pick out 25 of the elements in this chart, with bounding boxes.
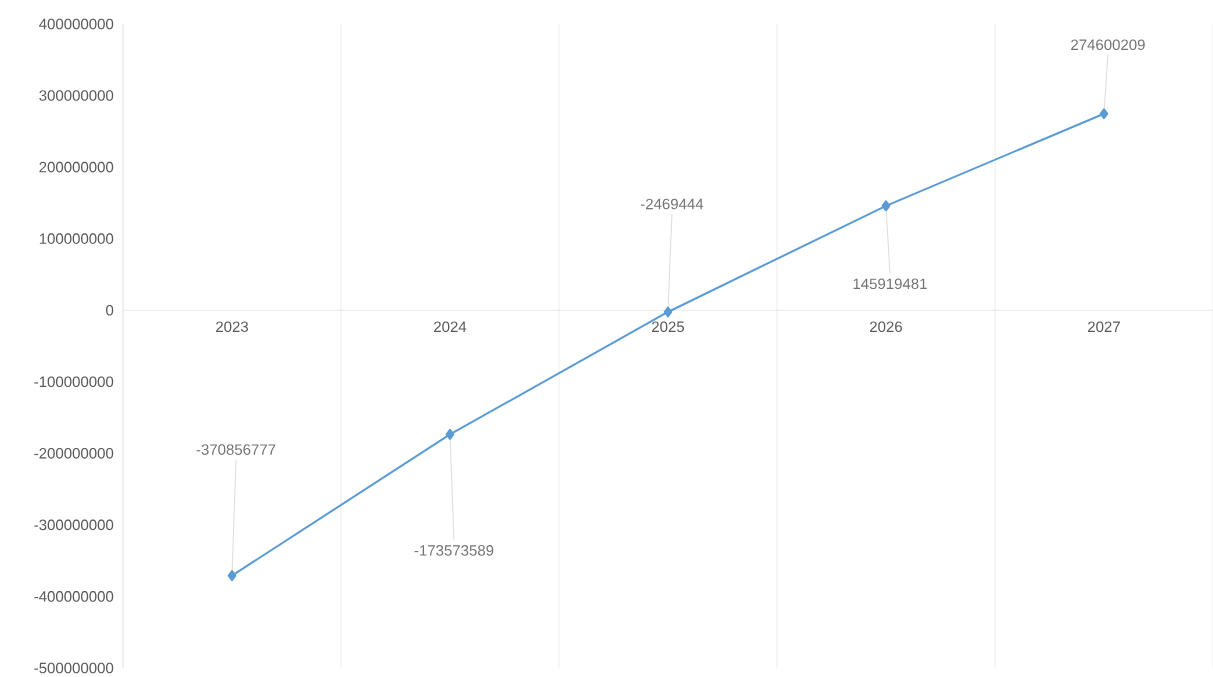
data-label: -2469444 (640, 198, 704, 210)
point (1099, 108, 1109, 120)
x-tick-label: 2023 (216, 321, 249, 333)
y-tick-label: -200000000 (34, 448, 114, 459)
data-label: -173573589 (414, 545, 494, 556)
y-tick-label: -400000000 (34, 591, 114, 602)
y-tick-label: -300000000 (34, 519, 114, 531)
y-tick-label: -100000000 (34, 376, 114, 388)
data-label: -370856777 (196, 444, 276, 455)
x-tick-label: 2027 (1088, 321, 1120, 333)
y-tick-label: 0 (106, 304, 114, 316)
x-tick-label: 2025 (652, 321, 685, 333)
point (881, 200, 891, 212)
data-label: 145919481 (853, 278, 927, 290)
data-label: 274600209 (1071, 39, 1145, 51)
point (445, 428, 455, 440)
y-tick-label: 200000000 (39, 161, 114, 173)
point (227, 570, 237, 582)
x-tick-label: 2026 (870, 321, 902, 333)
point (663, 306, 673, 318)
y-tick-label: 300000000 (39, 90, 114, 101)
y-tick-label: 100000000 (39, 233, 114, 244)
y-tick-label: -500000000 (34, 662, 114, 674)
x-tick-label: 2024 (434, 321, 467, 333)
y-tick-label: 400000000 (39, 18, 114, 30)
